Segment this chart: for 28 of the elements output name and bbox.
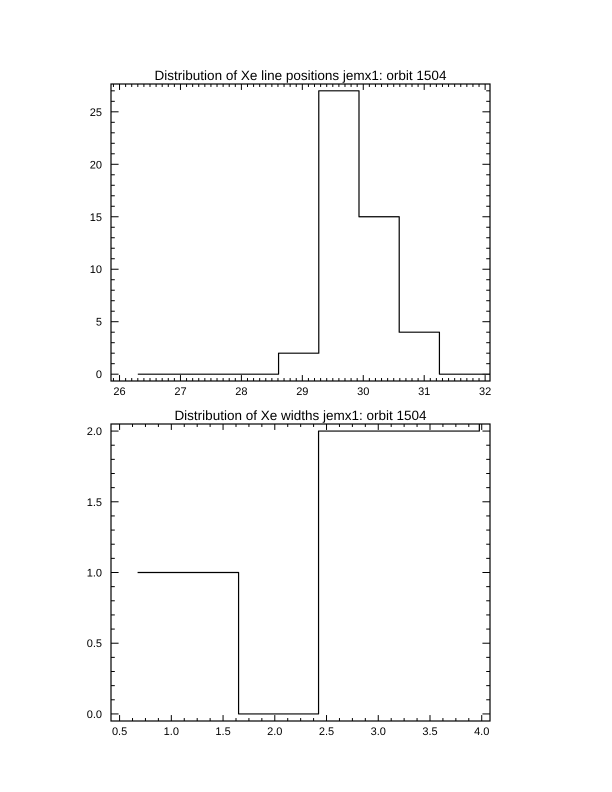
y-tick-label: 2.0 [86,426,102,438]
y-tick-label: 20 [90,159,102,172]
y-tick-label: 5 [96,316,102,329]
y-tick-label: 0 [96,369,102,382]
x-tick-label: 4.0 [474,726,490,738]
x-tick-label: 2.0 [267,726,282,738]
x-tick-label: 27 [174,386,187,398]
x-tick-label: 2.5 [318,726,334,738]
x-tick-label: 1.5 [215,726,231,738]
y-tick-label: 15 [90,212,102,224]
y-tick-label: 1.0 [86,568,102,580]
x-tick-label: 26 [113,386,126,398]
chart-title: Distribution of Xe widths jemx1: orbit 1504 [174,408,428,423]
x-tick-label: 32 [479,386,492,398]
x-tick-label: 0.5 [112,726,128,738]
x-tick-label: 30 [357,386,370,398]
y-tick-label: 0.0 [86,708,102,721]
chart-title: Distribution of Xe line positions jemx1: orbit 1504 [154,68,447,83]
x-tick-label: 29 [296,386,308,398]
x-tick-label: 1.0 [164,726,179,738]
y-tick-label: 1.5 [86,496,102,509]
y-tick-label: 25 [90,106,102,119]
y-tick-label: 0.5 [86,638,102,650]
x-tick-label: 28 [235,386,248,398]
y-tick-label: 10 [90,264,102,276]
x-tick-label: 3.5 [422,726,438,738]
x-tick-label: 31 [418,386,430,398]
x-tick-label: 3.0 [370,726,386,738]
